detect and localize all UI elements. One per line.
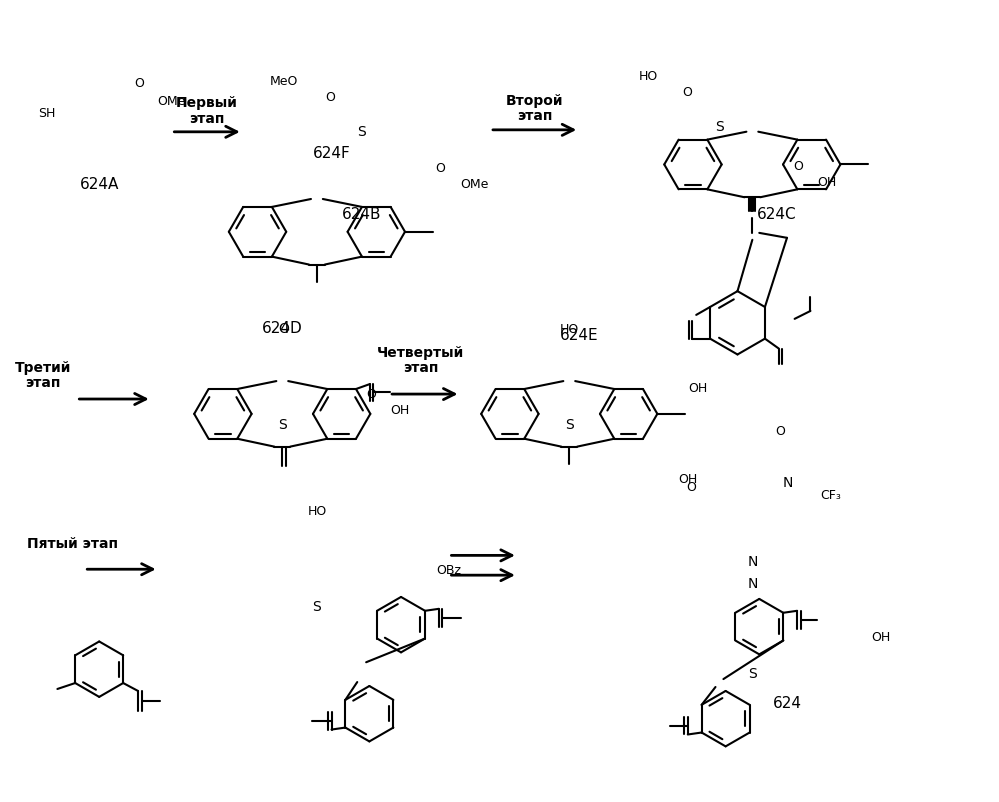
Text: 624E: 624E bbox=[559, 328, 598, 342]
Text: Второй: Второй bbox=[505, 94, 563, 108]
Text: S: S bbox=[313, 599, 322, 614]
Text: O: O bbox=[134, 77, 144, 90]
Text: OH: OH bbox=[871, 630, 891, 643]
Text: S: S bbox=[748, 666, 756, 680]
Text: OH: OH bbox=[817, 176, 836, 188]
Text: HO: HO bbox=[638, 70, 658, 83]
Text: Первый: Первый bbox=[176, 96, 238, 110]
Text: OMe: OMe bbox=[461, 177, 489, 191]
Text: O: O bbox=[793, 160, 803, 172]
Text: 624A: 624A bbox=[80, 176, 119, 192]
Text: OBz: OBz bbox=[436, 563, 461, 576]
Text: O: O bbox=[366, 387, 376, 400]
Text: OH: OH bbox=[390, 403, 410, 416]
Text: 624F: 624F bbox=[313, 146, 351, 161]
Text: SH: SH bbox=[38, 107, 55, 119]
Text: O: O bbox=[326, 91, 336, 103]
Text: HO: HO bbox=[308, 504, 327, 517]
Text: N: N bbox=[747, 577, 757, 590]
Text: Четвертый: Четвертый bbox=[378, 345, 465, 359]
Text: S: S bbox=[564, 417, 573, 431]
Text: 624D: 624D bbox=[262, 321, 303, 336]
Text: Пятый этап: Пятый этап bbox=[27, 536, 118, 550]
Text: 624: 624 bbox=[772, 695, 801, 711]
Text: O: O bbox=[278, 322, 289, 335]
Text: 624C: 624C bbox=[757, 207, 797, 222]
Text: O: O bbox=[435, 162, 445, 175]
Text: HO: HO bbox=[559, 322, 578, 336]
Text: N: N bbox=[782, 476, 793, 489]
Text: S: S bbox=[715, 119, 724, 134]
Text: S: S bbox=[278, 417, 287, 431]
Text: O: O bbox=[775, 424, 784, 438]
Text: этап: этап bbox=[516, 109, 552, 123]
Text: этап: этап bbox=[190, 111, 225, 126]
Text: Третий: Третий bbox=[15, 361, 71, 375]
Text: этап: этап bbox=[404, 361, 439, 375]
Text: этап: этап bbox=[25, 375, 61, 390]
Text: S: S bbox=[357, 124, 366, 139]
Text: OH: OH bbox=[688, 381, 707, 394]
Text: CF₃: CF₃ bbox=[820, 488, 841, 501]
Text: O: O bbox=[682, 86, 691, 99]
Text: N: N bbox=[747, 554, 757, 569]
Text: MeO: MeO bbox=[270, 75, 298, 87]
Text: OMe: OMe bbox=[158, 95, 186, 107]
Text: 624B: 624B bbox=[342, 207, 382, 222]
Text: O: O bbox=[686, 480, 696, 493]
Text: OH: OH bbox=[678, 472, 698, 485]
